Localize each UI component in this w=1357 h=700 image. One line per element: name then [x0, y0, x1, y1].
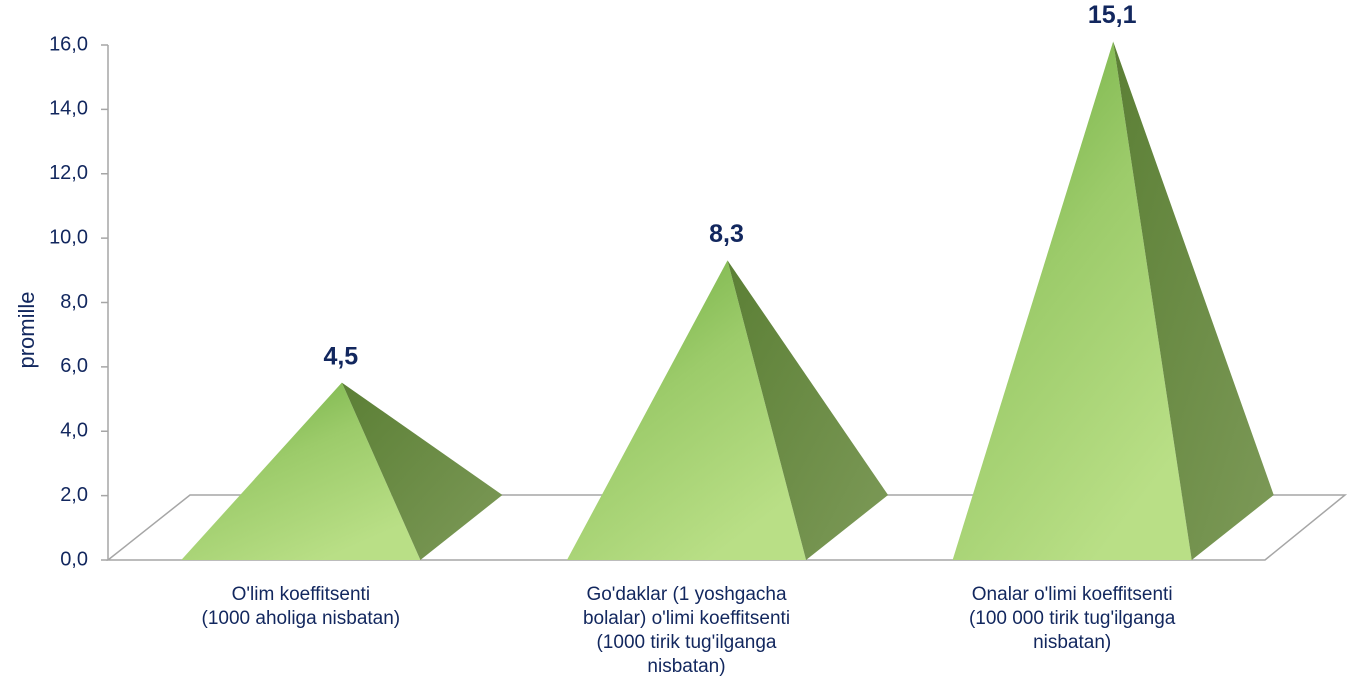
x-tick-label: O'lim koeffitsenti — [232, 584, 370, 605]
y-axis-label: promille — [14, 291, 39, 368]
value-label: 8,3 — [709, 220, 744, 248]
y-tick-label: 0,0 — [60, 548, 88, 570]
x-tick-label: (1000 aholiga nisbatan) — [202, 608, 401, 629]
value-label: 15,1 — [1088, 1, 1137, 29]
y-tick-label: 10,0 — [49, 226, 88, 248]
pyramid-side — [341, 382, 503, 560]
x-tick-label: (100 000 tirik tug'ilganga — [969, 608, 1176, 629]
x-tick-label: Onalar o'limi koeffitsenti — [972, 584, 1173, 605]
pyramid-side — [1113, 41, 1274, 560]
y-tick-label: 16,0 — [49, 33, 88, 55]
pyramid-front — [566, 260, 807, 560]
pyramid-front — [181, 382, 421, 560]
value-label: 4,5 — [323, 342, 358, 370]
pyramid-front — [952, 41, 1192, 560]
y-tick-label: 4,0 — [60, 420, 88, 442]
pyramid-side — [727, 260, 889, 560]
y-tick-label: 12,0 — [49, 162, 88, 184]
y-tick-label: 2,0 — [60, 484, 88, 506]
y-tick-label: 8,0 — [60, 291, 88, 313]
x-tick-label: nisbatan) — [647, 656, 725, 677]
y-tick-label: 6,0 — [60, 355, 88, 377]
x-tick-label: nisbatan) — [1033, 632, 1111, 653]
x-tick-label: (1000 tirik tug'ilganga — [596, 632, 776, 653]
x-tick-label: bolalar) o'limi koeffitsenti — [583, 608, 790, 629]
y-tick-label: 14,0 — [49, 98, 88, 120]
x-tick-label: Go'daklar (1 yoshgacha — [586, 584, 787, 605]
floor — [105, 494, 1348, 561]
